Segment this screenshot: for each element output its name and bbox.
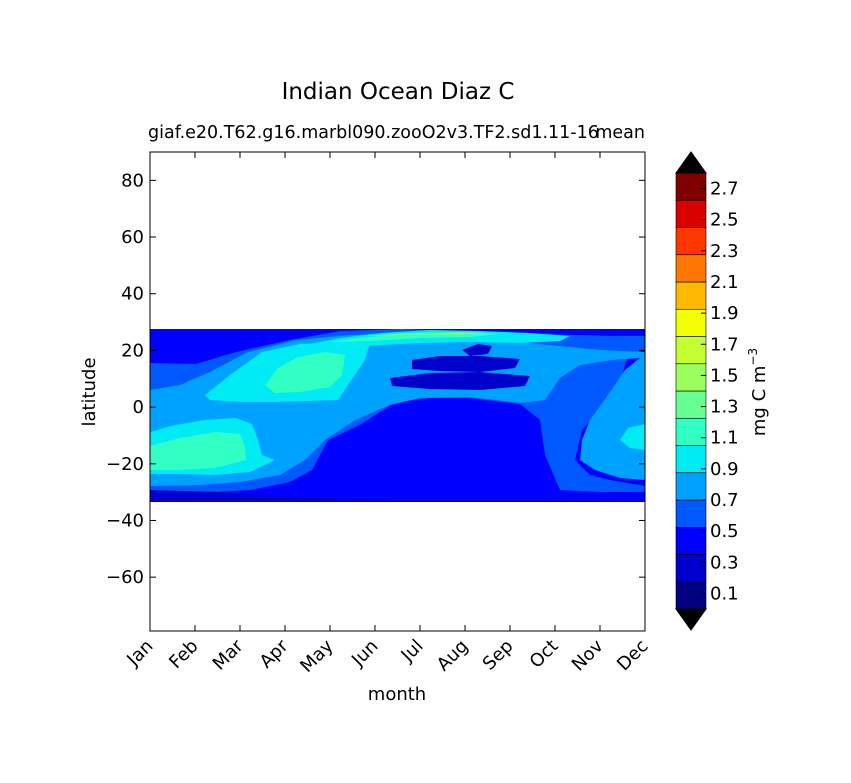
contour-band-1.1-north [265,352,345,393]
colorbar-band [675,336,707,365]
colorbar-extend-min [675,608,707,631]
x-axis-label: month [368,684,426,705]
x-tick-label: Jun [347,636,382,671]
colorbar-band [675,499,707,528]
y-tick-label: −20 [106,454,144,475]
colorbar-tick-label: 2.7 [710,179,739,200]
chart-subtitle-run: giaf.e20.T62.g16.marbl090.zooO2v3.TF2.sd… [148,123,599,143]
x-tick-label: Sep [479,636,518,675]
colorbar-band [675,172,707,201]
colorbar-tick-label: 1.5 [710,365,739,386]
y-axis-label: latitude [79,357,100,426]
contour-band-0.3-lobe-2 [412,356,520,372]
contour-band-0.1-deep [150,490,645,502]
y-tick-label: 0 [133,397,144,418]
chart-title: Indian Ocean Diaz C [282,79,515,105]
colorbar-band [675,227,707,256]
chart-subtitle-stat: mean [595,123,645,143]
y-tick-label: −60 [106,567,144,588]
contour-fill-layer [150,329,645,502]
plot-frame [149,151,646,632]
colorbar-band [675,581,707,610]
colorbar-band [675,199,707,228]
x-tick-label: Feb [165,636,202,673]
colorbar-tick-label: 0.7 [710,490,739,511]
colorbar-band [675,308,707,337]
colorbar-tick-label: 0.1 [710,583,739,604]
colorbar-tick-label: 1.1 [710,428,739,449]
colorbar-band [675,254,707,283]
colorbar-tick-label: 1.9 [710,303,739,324]
contour-band-0.3-lobe-1 [462,344,492,356]
colorbar-band [675,445,707,474]
contour-band-1.1 [150,432,246,470]
contour-band-1.3 [360,332,490,336]
colorbar-tick-label: 2.1 [710,272,739,293]
y-tick-label: 80 [121,170,144,191]
x-tick-label: May [296,635,337,676]
x-tick-label: Mar [209,635,248,674]
colorbar-tick-label: 0.5 [710,521,739,542]
contour-band-0.3-lobe-3 [390,372,530,390]
colorbar-tick-label: 2.5 [710,210,739,231]
colorbar-tick-label: 0.9 [710,459,739,480]
colorbar-label-exponent: −3 [746,348,760,366]
colorbar-label-unit: mg C m [749,366,770,437]
colorbar-band [675,281,707,310]
colorbar-tick-label: 0.3 [710,552,739,573]
colorbar-tick-label: 1.7 [710,334,739,355]
y-tick-label: −40 [106,510,144,531]
contour-band-0.9-ridge [300,330,570,348]
colorbar-band [675,363,707,392]
colorbar-band [675,417,707,446]
colorbar-band [675,554,707,583]
colorbar-band [675,526,707,555]
x-tick-label: Nov [568,635,608,675]
colorbar-tick-label: 1.3 [710,397,739,418]
colorbar: 0.1 0.3 0.5 0.7 0.9 1.1 1.3 1.5 1.7 1.9 2.1 2.3 2.5 2… [675,151,739,631]
colorbar-band [675,472,707,501]
x-tick-label: Dec [613,636,652,675]
x-tick-label: Oct [526,636,563,673]
x-tick-label: Jul [397,636,428,667]
x-tick-label: Aug [433,636,473,676]
colorbar-label: mg C m−3 [746,348,770,436]
y-axis: 80 60 40 20 0 −20 −40 −60 [106,170,645,588]
x-tick-label: Jan [122,636,157,671]
colorbar-band [675,390,707,419]
y-tick-label: 60 [121,227,144,248]
y-tick-label: 20 [121,340,144,361]
colorbar-extend-max [675,151,707,174]
x-tick-label: Apr [256,635,293,672]
colorbar-tick-label: 2.3 [710,241,739,262]
contour-band-0.9-east [620,424,645,450]
y-tick-label: 40 [121,284,144,305]
